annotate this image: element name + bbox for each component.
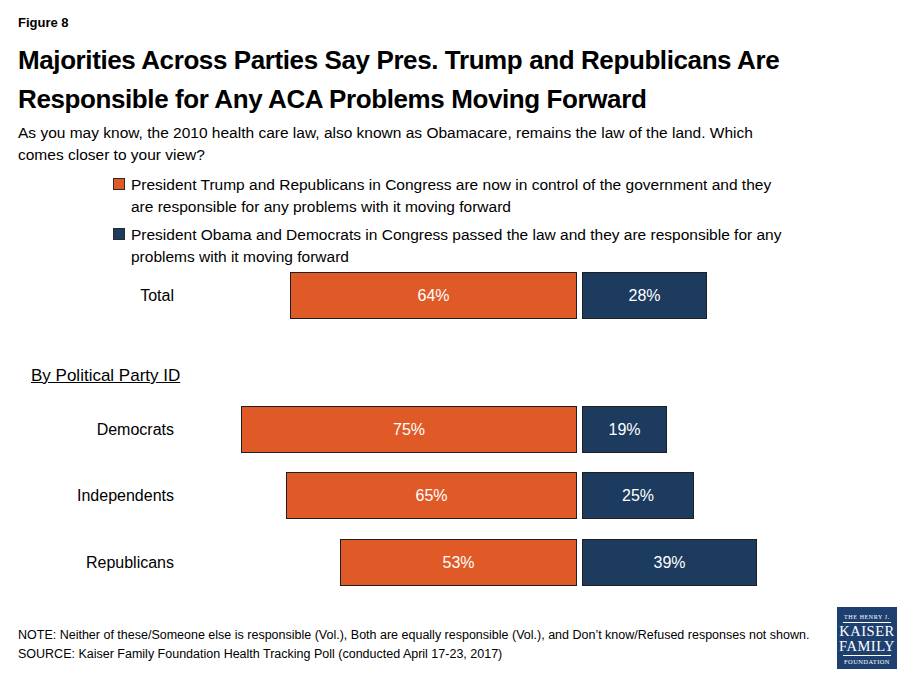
category-label: Total bbox=[0, 272, 174, 319]
bar-value-label: 19% bbox=[608, 421, 640, 439]
logo-rule bbox=[843, 655, 891, 656]
bar-trump-republicans: 65% bbox=[286, 472, 577, 519]
bar-trump-republicans: 64% bbox=[290, 272, 577, 319]
bar-value-label: 28% bbox=[628, 287, 660, 305]
category-label: Republicans bbox=[0, 539, 174, 586]
bar-chart: Total 64% 28% Democrats 75% 19% Independents 65… bbox=[0, 0, 900, 675]
bar-trump-republicans: 75% bbox=[241, 406, 577, 453]
bar-value-label: 53% bbox=[442, 554, 474, 572]
logo-text-family: FAMILY bbox=[837, 639, 897, 654]
note-source-text: NOTE: Neither of these/Someone else is r… bbox=[18, 626, 809, 664]
kff-logo: THE HENRY J. KAISER FAMILY FOUNDATION bbox=[837, 607, 897, 669]
bar-trump-republicans: 53% bbox=[340, 539, 577, 586]
category-label: Independents bbox=[0, 472, 174, 519]
logo-text-kaiser: KAISER bbox=[837, 624, 897, 639]
bar-obama-democrats: 39% bbox=[582, 539, 757, 586]
figure-page: Figure 8 Majorities Across Parties Say P… bbox=[0, 0, 900, 675]
bar-obama-democrats: 19% bbox=[582, 406, 667, 453]
bar-obama-democrats: 28% bbox=[582, 272, 707, 319]
bar-value-label: 64% bbox=[417, 287, 449, 305]
bar-value-label: 65% bbox=[415, 487, 447, 505]
category-label: Democrats bbox=[0, 406, 174, 453]
logo-text-top: THE HENRY J. bbox=[837, 614, 897, 620]
bar-value-label: 75% bbox=[393, 421, 425, 439]
bar-value-label: 39% bbox=[653, 554, 685, 572]
bar-obama-democrats: 25% bbox=[582, 472, 694, 519]
bar-value-label: 25% bbox=[622, 487, 654, 505]
logo-text-foundation: FOUNDATION bbox=[837, 658, 897, 665]
